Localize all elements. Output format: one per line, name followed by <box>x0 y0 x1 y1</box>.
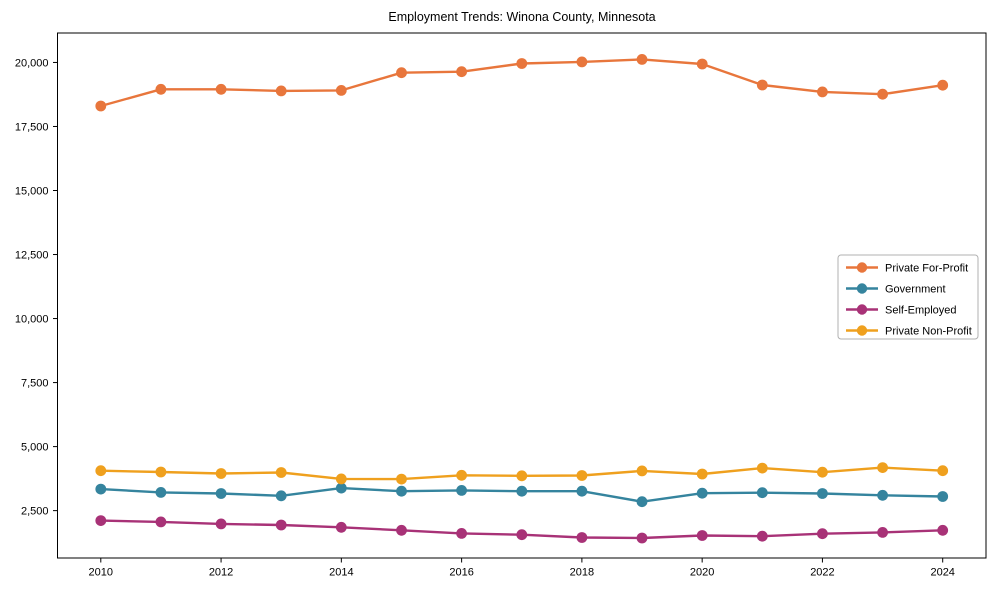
data-point-government <box>756 487 768 499</box>
y-tick-label: 15,000 <box>15 186 49 198</box>
data-point-government <box>877 489 888 501</box>
data-point-private-for-profit <box>756 79 768 91</box>
data-point-private-for-profit <box>275 85 287 97</box>
data-point-private-for-profit <box>576 56 588 68</box>
data-point-government <box>516 485 528 497</box>
data-point-self-employed <box>817 528 828 540</box>
data-point-government <box>95 483 107 495</box>
legend-marker-icon <box>856 262 868 273</box>
data-point-self-employed <box>275 519 287 531</box>
data-point-self-employed <box>335 521 347 533</box>
data-point-private-non-profit <box>95 465 107 477</box>
data-point-government <box>636 496 648 508</box>
data-point-private-non-profit <box>215 468 227 479</box>
y-tick-label: 17,500 <box>15 121 49 133</box>
data-point-private-non-profit <box>937 465 949 477</box>
data-point-private-non-profit <box>456 469 467 481</box>
data-point-self-employed <box>636 532 648 544</box>
legend-marker-icon <box>856 325 868 336</box>
data-point-self-employed <box>155 516 167 528</box>
data-point-private-for-profit <box>636 54 648 65</box>
data-point-private-non-profit <box>756 462 768 474</box>
data-point-self-employed <box>215 518 227 530</box>
data-point-self-employed <box>456 528 467 539</box>
x-tick-label: 2014 <box>329 567 353 579</box>
plot-border <box>57 32 987 559</box>
data-point-private-for-profit <box>155 83 167 95</box>
legend-box <box>837 254 979 340</box>
data-point-private-for-profit <box>456 66 467 78</box>
data-point-self-employed <box>696 530 708 541</box>
data-point-private-non-profit <box>877 462 888 473</box>
data-point-government <box>396 485 407 497</box>
x-tick-label: 2020 <box>690 567 714 579</box>
legend-item-self-employed: Self-Employed <box>846 304 957 317</box>
data-point-private-non-profit <box>817 466 828 478</box>
legend-marker-icon <box>856 283 868 294</box>
legend-label: Government <box>885 284 946 296</box>
data-point-government <box>937 491 949 502</box>
data-point-private-for-profit <box>335 85 347 96</box>
data-point-government <box>576 485 588 497</box>
data-point-private-non-profit <box>396 473 407 485</box>
legend-label: Private For-Profit <box>885 263 968 275</box>
data-point-private-non-profit <box>636 465 648 477</box>
x-tick-label: 2018 <box>570 567 594 579</box>
x-tick-label: 2016 <box>449 567 473 579</box>
x-tick-label: 2012 <box>209 567 233 579</box>
y-tick-label: 7,500 <box>21 378 49 390</box>
data-point-private-non-profit <box>335 473 347 485</box>
data-point-private-non-profit <box>275 467 287 478</box>
x-tick-label: 2010 <box>89 567 113 579</box>
data-point-government <box>456 485 467 496</box>
legend-item-private-for-profit: Private For-Profit <box>846 262 968 275</box>
data-point-private-for-profit <box>396 67 407 79</box>
data-point-private-for-profit <box>696 58 708 70</box>
y-tick-label: 10,000 <box>15 314 49 326</box>
data-point-self-employed <box>516 529 528 541</box>
legend-label: Self-Employed <box>885 305 957 317</box>
data-point-government <box>817 488 828 499</box>
legend-label: Private Non-Profit <box>885 326 972 338</box>
data-point-private-for-profit <box>95 100 107 112</box>
data-point-private-for-profit <box>215 83 227 95</box>
legend-marker-icon <box>856 304 868 315</box>
data-point-government <box>155 487 167 498</box>
x-tick-label: 2022 <box>810 567 834 579</box>
legend-item-private-non-profit: Private Non-Profit <box>846 325 972 338</box>
data-point-self-employed <box>396 524 407 536</box>
y-tick-label: 20,000 <box>15 57 49 69</box>
legend-item-government: Government <box>846 283 946 296</box>
data-point-self-employed <box>95 515 107 526</box>
data-point-self-employed <box>756 530 768 542</box>
data-point-government <box>335 482 347 494</box>
data-point-government <box>696 487 708 499</box>
y-tick-label: 2,500 <box>21 506 49 518</box>
data-point-self-employed <box>937 524 949 536</box>
data-point-government <box>275 490 287 502</box>
data-point-private-non-profit <box>576 470 588 481</box>
data-point-private-for-profit <box>877 88 888 100</box>
data-point-private-non-profit <box>696 468 708 480</box>
y-tick-label: 12,500 <box>15 250 49 262</box>
data-point-private-non-profit <box>516 470 528 482</box>
data-point-government <box>215 488 227 499</box>
data-point-self-employed <box>576 532 588 543</box>
data-point-self-employed <box>877 527 888 538</box>
data-point-private-non-profit <box>155 466 167 478</box>
chart-title: Employment Trends: Winona County, Minnes… <box>388 10 656 24</box>
data-point-private-for-profit <box>516 58 528 69</box>
y-tick-label: 5,000 <box>21 442 49 454</box>
data-point-private-for-profit <box>817 86 828 98</box>
data-point-private-for-profit <box>937 79 949 91</box>
x-tick-label: 2024 <box>930 567 954 579</box>
